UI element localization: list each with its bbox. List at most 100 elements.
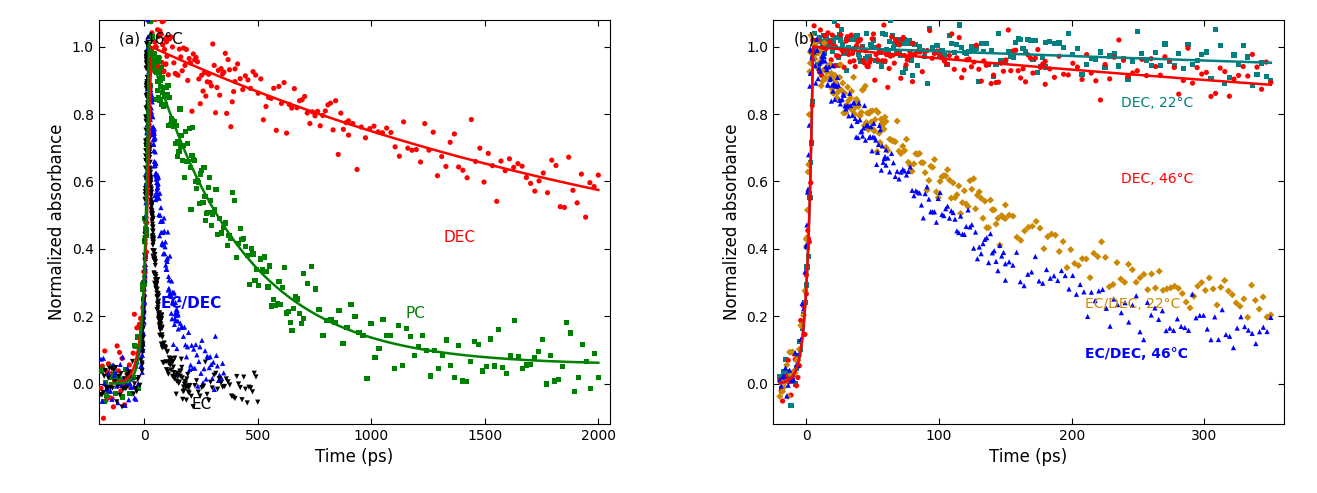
Point: [175, 380, 196, 387]
Point: [888, 36, 909, 44]
Point: [141, 207, 162, 214]
Point: [171, 323, 192, 331]
Point: [279, 318, 300, 326]
Point: [930, 177, 951, 185]
Point: [169, 379, 190, 387]
Point: [874, 152, 896, 160]
Point: [136, 104, 157, 112]
Point: [148, 26, 169, 34]
Point: [886, 50, 907, 58]
Point: [158, 359, 179, 367]
Point: [952, 230, 973, 238]
Point: [140, 79, 161, 87]
Point: [1233, 295, 1254, 303]
Point: [965, 205, 986, 213]
Point: [1185, 314, 1206, 322]
Point: [136, 179, 157, 187]
Point: [215, 219, 236, 227]
Point: [136, 154, 157, 162]
Point: [138, 78, 159, 86]
Point: [137, 93, 158, 101]
Point: [921, 162, 942, 170]
Point: [134, 272, 155, 280]
Point: [826, 82, 847, 90]
Point: [889, 49, 910, 57]
Point: [246, 265, 267, 273]
Point: [894, 167, 915, 175]
Point: [1063, 59, 1084, 67]
Point: [188, 200, 209, 208]
Point: [869, 139, 890, 146]
Point: [144, 255, 165, 263]
Point: [184, 364, 205, 372]
Point: [868, 141, 889, 148]
Point: [137, 73, 158, 81]
Point: [1033, 53, 1054, 61]
Point: [774, 378, 795, 386]
Point: [137, 107, 158, 115]
Point: [770, 387, 792, 395]
Point: [167, 138, 188, 145]
Point: [993, 214, 1014, 222]
Point: [233, 235, 254, 243]
Point: [144, 252, 165, 260]
Point: [863, 36, 884, 44]
Point: [878, 65, 900, 72]
Point: [104, 371, 125, 379]
Point: [299, 120, 320, 128]
Point: [1081, 288, 1102, 296]
Point: [769, 376, 790, 384]
Point: [972, 240, 993, 247]
Point: [885, 40, 906, 48]
Point: [827, 22, 848, 30]
Point: [1256, 313, 1277, 321]
Point: [817, 66, 838, 73]
Point: [836, 33, 857, 40]
Point: [946, 54, 967, 62]
Point: [520, 179, 541, 187]
Point: [1001, 52, 1022, 60]
Point: [138, 145, 159, 153]
Point: [813, 31, 834, 39]
Point: [173, 44, 194, 52]
Point: [97, 360, 119, 368]
Point: [142, 223, 163, 231]
Point: [169, 147, 190, 155]
Point: [96, 384, 117, 392]
Point: [799, 70, 820, 77]
Point: [1187, 57, 1208, 65]
Point: [198, 183, 219, 191]
Point: [198, 209, 219, 216]
Point: [141, 196, 162, 204]
Point: [1249, 305, 1270, 313]
Point: [136, 152, 157, 160]
Point: [145, 170, 166, 177]
Point: [195, 192, 216, 200]
Point: [97, 374, 119, 382]
Point: [1085, 77, 1106, 85]
Point: [851, 58, 872, 66]
Point: [204, 371, 225, 379]
Point: [204, 62, 225, 70]
Point: [213, 383, 234, 390]
Point: [802, 98, 823, 106]
Point: [133, 340, 154, 348]
Point: [1002, 53, 1023, 61]
Point: [814, 53, 835, 61]
Point: [107, 375, 128, 383]
Point: [1150, 61, 1171, 69]
Point: [213, 223, 234, 231]
Point: [136, 187, 157, 195]
Point: [448, 342, 469, 350]
Point: [113, 379, 134, 387]
Point: [124, 380, 145, 388]
Point: [221, 98, 242, 106]
Point: [120, 379, 141, 387]
Point: [1196, 69, 1217, 76]
Point: [587, 374, 608, 382]
Point: [503, 164, 524, 172]
Point: [137, 181, 158, 189]
Y-axis label: Normalized absorbance: Normalized absorbance: [49, 124, 66, 320]
Point: [772, 386, 793, 393]
Text: EC/DEC, 46°C: EC/DEC, 46°C: [1085, 347, 1188, 361]
